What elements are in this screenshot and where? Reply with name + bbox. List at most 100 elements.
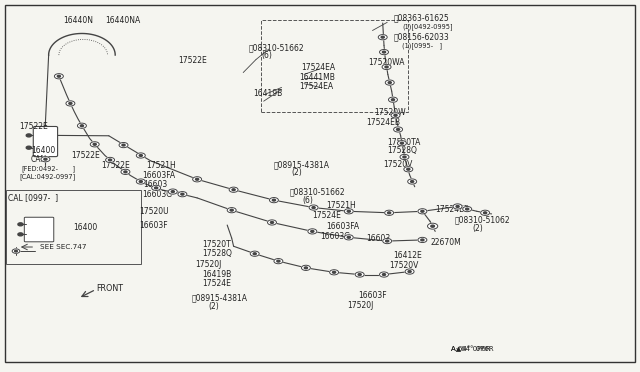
Circle shape [58,76,60,77]
Circle shape [466,208,468,210]
Circle shape [484,212,486,214]
Circle shape [394,127,403,132]
Circle shape [407,169,410,170]
Text: [FED:0492-: [FED:0492- [22,165,59,171]
Circle shape [355,272,364,277]
Circle shape [81,125,83,126]
Circle shape [18,223,23,226]
Text: 16400: 16400 [74,223,98,232]
Text: Ⓝ08310-51662: Ⓝ08310-51662 [289,187,345,196]
Circle shape [397,129,399,130]
Circle shape [121,169,130,174]
Circle shape [381,36,384,38]
Circle shape [418,209,427,214]
Circle shape [26,134,31,137]
Circle shape [388,212,390,214]
Circle shape [385,66,388,68]
Text: 17522E: 17522E [178,56,207,65]
Circle shape [378,35,387,40]
Circle shape [385,80,394,85]
Circle shape [403,156,406,158]
Text: (2): (2) [208,302,219,311]
Text: 16419B: 16419B [202,270,232,279]
Text: 16603F: 16603F [140,221,168,230]
Text: 17522E: 17522E [19,122,48,131]
Circle shape [463,206,472,212]
Circle shape [136,179,145,184]
Circle shape [230,209,233,211]
Circle shape [386,240,388,242]
Circle shape [404,167,413,172]
Circle shape [401,142,403,144]
Text: 17520J: 17520J [195,260,221,269]
Circle shape [400,154,409,160]
Text: 16419B: 16419B [253,89,282,98]
Circle shape [232,189,235,190]
Bar [6,190,141,264]
Text: 17520V: 17520V [389,262,419,270]
Circle shape [383,51,385,53]
Text: 17520WA: 17520WA [368,58,404,67]
Circle shape [274,259,283,264]
Text: 17520V: 17520V [383,160,412,169]
Circle shape [309,205,318,210]
Circle shape [109,159,111,161]
Text: (1)[0995-   ]: (1)[0995- ] [402,42,442,49]
Text: Ⓝ08310-51662: Ⓝ08310-51662 [248,43,304,52]
Text: 17520W: 17520W [374,108,406,117]
Circle shape [168,189,177,194]
Text: 17524EB: 17524EB [435,205,469,214]
Circle shape [344,209,353,214]
Circle shape [181,193,184,195]
Circle shape [229,187,238,192]
Circle shape [93,144,96,145]
Circle shape [136,153,145,158]
Circle shape [382,64,391,70]
Text: 17520T: 17520T [202,240,231,249]
Text: 16441MB: 16441MB [300,73,335,81]
Circle shape [380,49,388,55]
Text: 22670M: 22670M [430,238,461,247]
Text: 17524EA: 17524EA [301,63,335,72]
Circle shape [380,272,388,277]
Circle shape [152,185,161,190]
Text: (1)[0492-0995]: (1)[0492-0995] [402,23,452,30]
Text: 17520U: 17520U [140,207,169,216]
Text: 16603: 16603 [143,180,168,189]
Text: 16603G: 16603G [320,232,350,241]
Text: Ⓝ08310-51062: Ⓝ08310-51062 [454,216,510,225]
Circle shape [421,211,424,212]
Circle shape [348,211,350,212]
Circle shape [308,229,317,234]
Circle shape [333,272,335,273]
Circle shape [394,115,397,116]
Circle shape [122,144,125,146]
Text: 16400: 16400 [31,146,55,155]
Circle shape [41,157,50,162]
Text: A·64° 0P6R: A·64° 0P6R [451,346,491,352]
Circle shape [140,181,142,182]
Circle shape [383,238,392,244]
Text: Ⓞ08915-4381A: Ⓞ08915-4381A [274,160,330,169]
Text: 16603: 16603 [366,234,390,243]
Circle shape [269,198,278,203]
Circle shape [172,191,174,192]
Circle shape [15,250,17,252]
Circle shape [305,267,307,269]
Circle shape [124,171,127,173]
Text: 17524EA: 17524EA [300,82,333,91]
Circle shape [140,155,142,156]
Text: 17520TA: 17520TA [387,138,420,147]
Text: 17524EB: 17524EB [366,118,400,126]
Text: Ⓝ08363-61625: Ⓝ08363-61625 [394,13,449,22]
Circle shape [271,222,273,223]
Circle shape [44,158,47,160]
Text: (6): (6) [302,196,313,205]
Text: 16412E: 16412E [393,251,422,260]
Text: FRONT: FRONT [96,284,123,293]
Text: Ⓠ08915-4381A: Ⓠ08915-4381A [192,294,248,303]
Circle shape [196,179,198,180]
Circle shape [388,97,397,102]
Circle shape [408,179,417,184]
Circle shape [250,251,259,256]
